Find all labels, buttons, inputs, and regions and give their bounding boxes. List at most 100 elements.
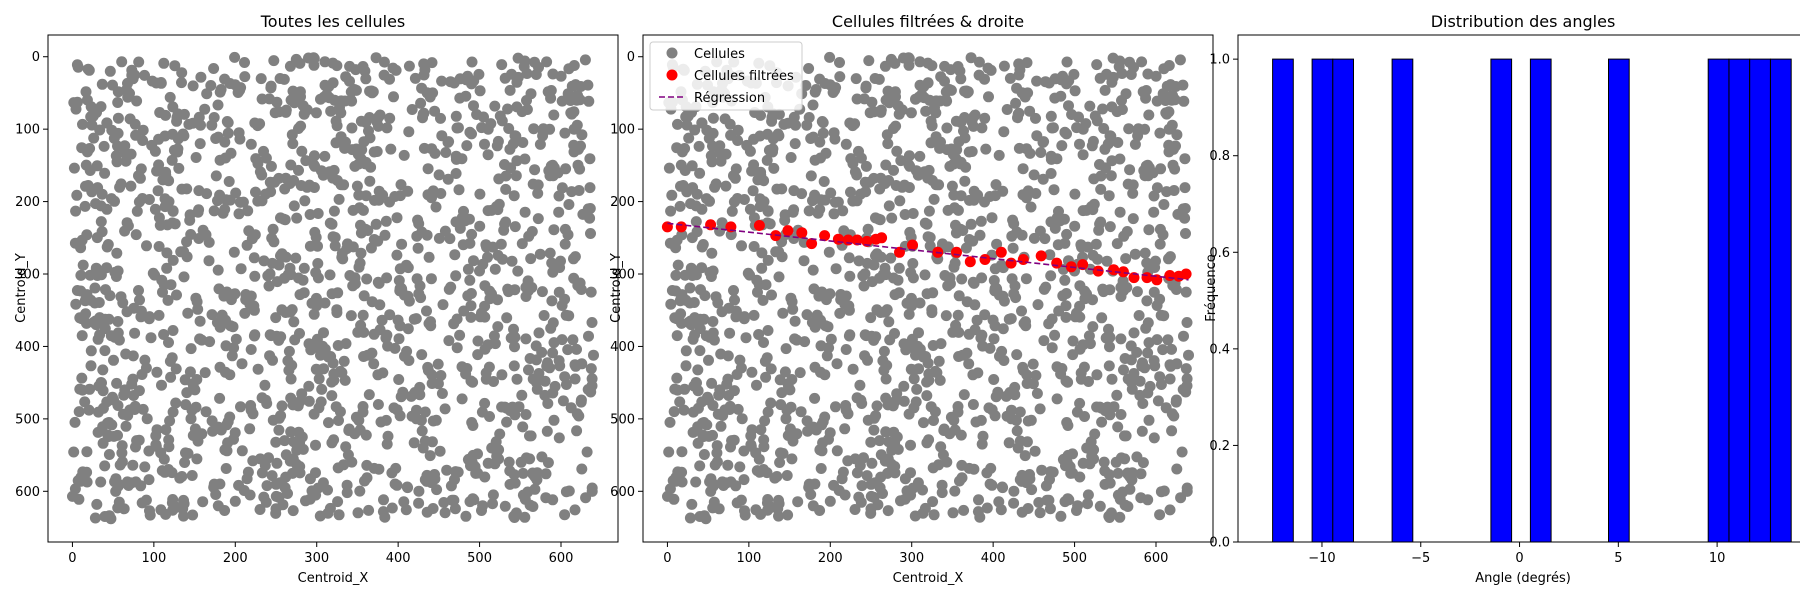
cell-point	[313, 364, 324, 376]
cell-point	[874, 183, 886, 195]
cell-point	[899, 209, 911, 220]
cell-point	[266, 232, 278, 244]
cell-point	[1142, 68, 1154, 80]
filtered-cell-point	[979, 254, 991, 265]
cell-point	[440, 147, 452, 158]
cell-point	[401, 481, 413, 493]
regression-line	[667, 222, 1189, 281]
cell-point	[308, 308, 320, 320]
cell-point	[786, 296, 798, 308]
cell-point	[487, 498, 498, 510]
cell-point	[1045, 110, 1057, 122]
cell-point	[414, 389, 426, 401]
cell-point	[400, 504, 412, 516]
cell-point	[86, 186, 98, 198]
cell-point	[70, 205, 82, 217]
cell-point	[688, 380, 700, 392]
panel-angle-histogram: Distribution des angles −10 −5 0 5 100.00.20…	[1204, 12, 1800, 586]
cell-point	[532, 187, 544, 199]
cell-point	[1044, 503, 1056, 515]
cell-point	[161, 247, 173, 259]
cell-point	[244, 299, 256, 310]
cell-point	[834, 57, 845, 68]
cell-point	[892, 274, 904, 286]
panel-filtered-plot	[661, 51, 1194, 525]
cell-point	[270, 312, 282, 324]
cell-point	[1069, 188, 1081, 200]
cell-point	[333, 415, 344, 426]
cell-point	[363, 504, 375, 516]
cell-point	[1155, 309, 1167, 321]
cell-point	[199, 103, 211, 115]
cell-point	[293, 426, 305, 438]
cell-point	[672, 118, 683, 130]
cell-point	[83, 64, 95, 76]
filtered-cell-point	[876, 232, 888, 244]
cell-point	[975, 215, 987, 227]
x-tick-label: 600	[549, 551, 574, 566]
cell-point	[280, 449, 292, 461]
cell-point	[765, 363, 777, 375]
cell-point	[151, 366, 163, 378]
cell-point	[167, 325, 179, 336]
cell-point	[190, 152, 202, 163]
cell-point	[771, 471, 783, 482]
cell-point	[949, 257, 961, 269]
cell-point	[297, 100, 309, 112]
cell-point	[326, 376, 338, 388]
cell-point	[370, 52, 382, 64]
cell-point	[686, 498, 698, 510]
cell-point	[270, 478, 282, 490]
cell-point	[586, 373, 598, 385]
cell-point	[403, 126, 415, 138]
cell-point	[140, 362, 152, 374]
cell-point	[942, 204, 954, 216]
cell-point	[908, 373, 920, 385]
cell-point	[467, 493, 479, 505]
cell-point	[1061, 56, 1073, 68]
cell-point	[583, 95, 595, 107]
cell-point	[963, 146, 975, 158]
cell-point	[125, 180, 137, 192]
cell-point	[1139, 86, 1150, 98]
cell-point	[232, 87, 244, 98]
cell-point	[914, 297, 926, 309]
cell-point	[208, 481, 220, 493]
x-tick-label: 100	[141, 551, 166, 566]
cell-point	[1160, 95, 1171, 106]
cell-point	[327, 172, 339, 184]
cell-point	[882, 399, 894, 411]
cell-point	[85, 345, 97, 357]
cell-point	[878, 364, 890, 376]
cell-point	[235, 263, 247, 275]
cell-point	[839, 489, 851, 501]
cell-point	[1127, 179, 1139, 191]
filtered-cell-point	[1017, 254, 1029, 265]
cell-point	[991, 238, 1003, 250]
cell-point	[1055, 74, 1067, 86]
cell-point	[585, 286, 597, 298]
cell-point	[670, 242, 682, 254]
cell-point	[956, 459, 968, 471]
panel-histogram-ylabel: Fréquence	[1204, 254, 1219, 321]
cell-point	[143, 474, 155, 486]
cell-point	[756, 247, 768, 259]
cell-point	[725, 441, 736, 453]
cell-point	[134, 294, 145, 306]
cell-point	[464, 274, 476, 286]
cell-point	[393, 275, 405, 286]
cell-point	[541, 56, 553, 68]
cell-point	[466, 228, 478, 240]
cell-point	[143, 194, 155, 205]
cell-point	[466, 56, 478, 68]
cell-point	[765, 145, 777, 157]
cell-point	[405, 390, 417, 402]
cell-point	[454, 222, 466, 234]
y-tick-label: 600	[610, 485, 635, 500]
cell-point	[502, 283, 514, 295]
cell-point	[266, 470, 278, 482]
cell-point	[158, 329, 170, 340]
cell-point	[1081, 204, 1092, 216]
cell-point	[547, 347, 559, 359]
cell-point	[1178, 95, 1190, 107]
